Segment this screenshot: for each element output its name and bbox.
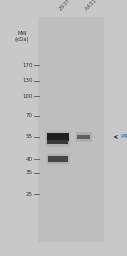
Bar <box>76 132 92 142</box>
Bar <box>46 138 69 146</box>
Text: 25: 25 <box>25 191 32 197</box>
Text: 55: 55 <box>25 134 32 140</box>
Bar <box>46 131 70 143</box>
Text: 35: 35 <box>25 170 32 175</box>
Bar <box>38 17 104 242</box>
Text: 70: 70 <box>25 113 32 118</box>
Text: A431: A431 <box>84 0 98 12</box>
Text: 40: 40 <box>25 157 32 162</box>
Bar <box>47 156 68 163</box>
Bar <box>77 135 90 139</box>
Text: 170: 170 <box>22 63 32 68</box>
Bar <box>47 155 69 164</box>
Bar <box>45 137 70 147</box>
Bar <box>47 133 69 141</box>
Text: MW
(kDa): MW (kDa) <box>15 31 30 41</box>
Text: 293T: 293T <box>58 0 72 12</box>
Bar <box>46 137 70 147</box>
Bar <box>48 156 68 162</box>
Bar <box>77 134 91 140</box>
Bar <box>45 131 70 143</box>
Bar <box>47 139 69 145</box>
Text: PP5: PP5 <box>120 134 127 140</box>
Bar <box>45 130 71 144</box>
Bar <box>47 140 68 144</box>
Bar <box>46 132 69 142</box>
Bar <box>76 133 91 141</box>
Bar <box>46 153 70 165</box>
Text: 100: 100 <box>22 93 32 99</box>
Text: 130: 130 <box>22 78 32 83</box>
Bar <box>75 132 92 142</box>
Bar <box>46 154 69 164</box>
